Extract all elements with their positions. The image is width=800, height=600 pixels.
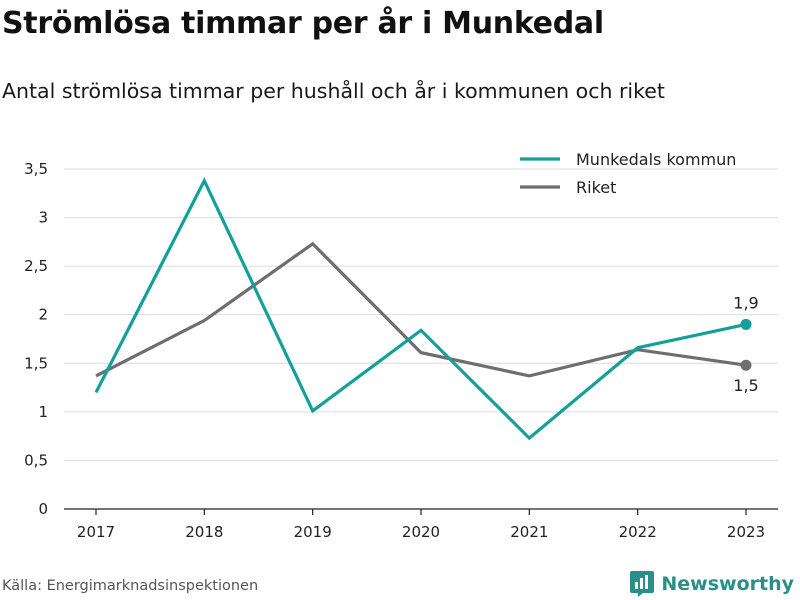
x-tick-label: 2020 (402, 523, 440, 541)
series-line-0 (94, 177, 747, 441)
y-tick-label: 1 (38, 403, 48, 421)
legend-label: Munkedals kommun (576, 150, 736, 169)
y-tick-label: 0,5 (24, 451, 48, 469)
brand-name: Newsworthy (661, 573, 794, 595)
y-tick-label: 1,5 (24, 354, 48, 372)
y-tick-label: 0 (38, 500, 48, 518)
chart-title: Strömlösa timmar per år i Munkedal (2, 6, 604, 41)
y-tick-label: 2,5 (24, 257, 48, 275)
data-labels: 1,9 1,5 (733, 293, 758, 395)
x-tick-label: 2019 (294, 523, 332, 541)
end-value-label: 1,5 (733, 376, 758, 395)
grid-lines (64, 168, 778, 461)
x-tick-label: 2022 (619, 523, 657, 541)
y-tick-label: 2 (38, 306, 48, 324)
chart-subtitle: Antal strömlösa timmar per hushåll och å… (2, 79, 665, 103)
legend: Munkedals kommun Riket (520, 150, 736, 197)
y-tick-label: 3,5 (24, 160, 48, 178)
legend-label: Riket (576, 178, 616, 197)
brand-logo: Newsworthy (629, 570, 794, 598)
series-lines (94, 177, 752, 441)
bar-chart-logo-icon (630, 571, 655, 597)
source-note: Källa: Energimarknadsinspektionen (2, 578, 259, 594)
x-tick-label: 2017 (77, 523, 115, 541)
y-tick-label: 3 (38, 209, 48, 227)
series-line-1 (95, 241, 747, 378)
series-end-point-0 (740, 318, 752, 330)
x-tick-label: 2023 (727, 523, 765, 541)
axes: 0 0,5 1 1,5 2 2,5 3 3,5 2017 2018 2019 2020 2021 2022… (24, 160, 778, 541)
x-tick-label: 2021 (510, 523, 548, 541)
series-end-point-1 (740, 359, 752, 371)
end-value-label: 1,9 (733, 293, 758, 312)
x-tick-label: 2018 (185, 523, 223, 541)
